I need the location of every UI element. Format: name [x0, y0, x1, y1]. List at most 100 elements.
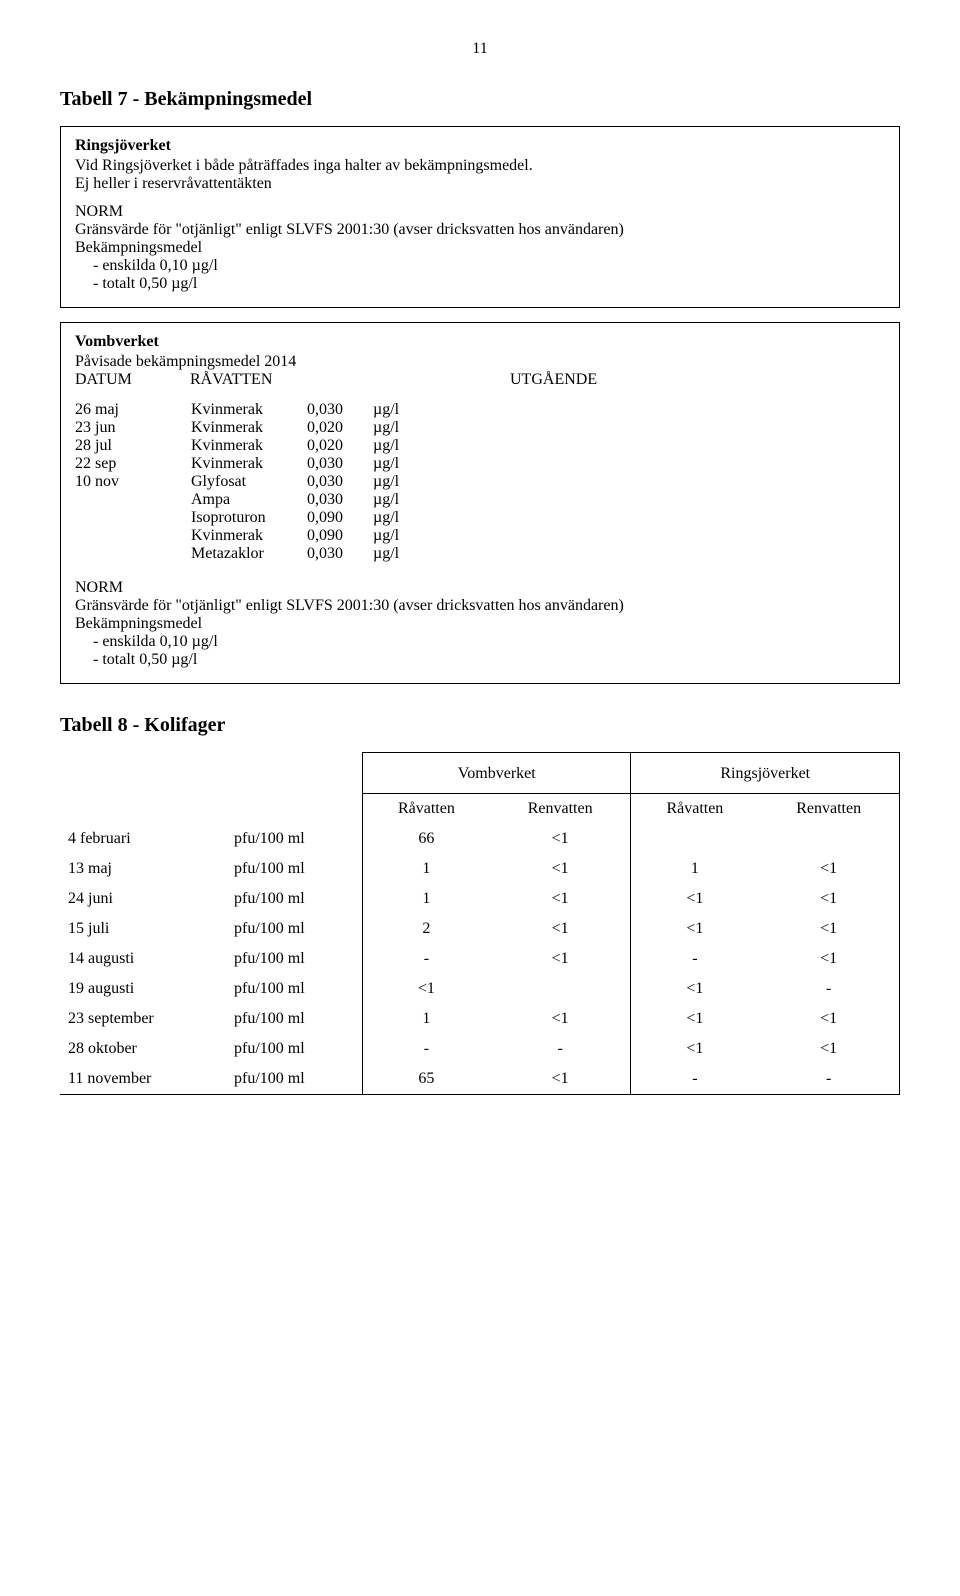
vomb-norm-desc: Gränsvärde för "otjänligt" enligt SLVFS …: [75, 597, 885, 615]
subcol-ravatten-1: Råvatten: [363, 794, 490, 825]
koli-val: -: [363, 1034, 490, 1064]
chem-unit: µg/l: [373, 419, 429, 437]
vomb-pavisade: Påvisade bekämpningsmedel 2014: [75, 353, 885, 371]
koli-val: <1: [631, 914, 758, 944]
chem-row: 28 julKvinmerak0,020µg/l: [75, 437, 429, 455]
ringsjo-norm-item: enskilda 0,10 µg/l: [93, 257, 885, 275]
koli-val: [490, 974, 631, 1004]
chem-name: Isoproturon: [191, 509, 307, 527]
koli-date: 15 juli: [60, 914, 226, 944]
chem-date: [75, 545, 191, 563]
vomb-norm-item: enskilda 0,10 µg/l: [93, 633, 885, 651]
koli-val: [758, 824, 899, 854]
chem-row: Isoproturon0,090µg/l: [75, 509, 429, 527]
koli-date: 13 maj: [60, 854, 226, 884]
chem-date: 26 maj: [75, 401, 191, 419]
chem-unit: µg/l: [373, 455, 429, 473]
vomb-box: Vombverket Påvisade bekämpningsmedel 201…: [60, 322, 900, 684]
koli-val: <1: [490, 914, 631, 944]
koli-val: [631, 824, 758, 854]
page-number: 11: [60, 40, 900, 58]
kolifager-row: 28 oktoberpfu/100 ml--<1<1: [60, 1034, 900, 1064]
chem-val: 0,030: [307, 545, 373, 563]
vomb-norm-list: enskilda 0,10 µg/l totalt 0,50 µg/l: [75, 633, 885, 669]
koli-val: -: [758, 974, 899, 1004]
chem-val: 0,090: [307, 527, 373, 545]
ringsjo-norm-subject: Bekämpningsmedel: [75, 239, 885, 257]
vomb-title: Vombverket: [75, 333, 885, 351]
datum-label: DATUM: [75, 371, 190, 389]
koli-val: 2: [363, 914, 490, 944]
kolifager-row: 11 novemberpfu/100 ml65<1--: [60, 1064, 900, 1095]
chem-row: 10 novGlyfosat0,030µg/l: [75, 473, 429, 491]
koli-val: <1: [490, 854, 631, 884]
chem-name: Ampa: [191, 491, 307, 509]
kolifager-table: Vombverket Ringsjöverket Råvatten Renvat…: [60, 752, 900, 1095]
ringsjo-norm-item: totalt 0,50 µg/l: [93, 275, 885, 293]
koli-val: <1: [490, 1064, 631, 1095]
chem-name: Kvinmerak: [191, 455, 307, 473]
koli-val: <1: [490, 944, 631, 974]
koli-date: 14 augusti: [60, 944, 226, 974]
group-ringsjoverket: Ringsjöverket: [631, 753, 900, 794]
group-header-row: Vombverket Ringsjöverket: [60, 753, 900, 794]
chem-val: 0,020: [307, 419, 373, 437]
koli-val: <1: [758, 854, 899, 884]
chem-table: 26 majKvinmerak0,030µg/l23 junKvinmerak0…: [75, 401, 429, 563]
chem-date: 28 jul: [75, 437, 191, 455]
koli-unit: pfu/100 ml: [226, 884, 363, 914]
koli-val: 66: [363, 824, 490, 854]
kolifager-row: 19 augustipfu/100 ml<1<1-: [60, 974, 900, 1004]
ringsjo-box: Ringsjöverket Vid Ringsjöverket i både p…: [60, 126, 900, 308]
koli-val: 1: [363, 1004, 490, 1034]
koli-unit: pfu/100 ml: [226, 1004, 363, 1034]
chem-row: Ampa0,030µg/l: [75, 491, 429, 509]
utgaende-label: UTGÅENDE: [510, 371, 597, 389]
koli-unit: pfu/100 ml: [226, 944, 363, 974]
subcol-ravatten-2: Råvatten: [631, 794, 758, 825]
chem-date: [75, 491, 191, 509]
chem-row: 23 junKvinmerak0,020µg/l: [75, 419, 429, 437]
chem-date: [75, 509, 191, 527]
koli-val: <1: [363, 974, 490, 1004]
kolifager-row: 23 septemberpfu/100 ml1<1<1<1: [60, 1004, 900, 1034]
ringsjo-line2: Ej heller i reservråvattentäkten: [75, 175, 885, 193]
koli-val: <1: [490, 824, 631, 854]
koli-unit: pfu/100 ml: [226, 1034, 363, 1064]
kolifager-row: 15 julipfu/100 ml2<1<1<1: [60, 914, 900, 944]
kolifager-row: 4 februaripfu/100 ml66<1: [60, 824, 900, 854]
kolifager-row: 24 junipfu/100 ml1<1<1<1: [60, 884, 900, 914]
koli-unit: pfu/100 ml: [226, 974, 363, 1004]
koli-val: <1: [631, 974, 758, 1004]
group-vombverket: Vombverket: [363, 753, 631, 794]
kolifager-row: 14 augustipfu/100 ml-<1-<1: [60, 944, 900, 974]
koli-date: 28 oktober: [60, 1034, 226, 1064]
chem-val: 0,090: [307, 509, 373, 527]
chem-val: 0,030: [307, 401, 373, 419]
chem-date: 22 sep: [75, 455, 191, 473]
chem-unit: µg/l: [373, 473, 429, 491]
chem-row: Kvinmerak0,090µg/l: [75, 527, 429, 545]
koli-val: <1: [490, 1004, 631, 1034]
koli-date: 23 september: [60, 1004, 226, 1034]
chem-unit: µg/l: [373, 437, 429, 455]
chem-val: 0,030: [307, 455, 373, 473]
koli-val: <1: [758, 1034, 899, 1064]
vomb-header-row: DATUM RÅVATTEN UTGÅENDE: [75, 371, 885, 389]
koli-val: 1: [363, 854, 490, 884]
chem-val: 0,020: [307, 437, 373, 455]
koli-val: <1: [631, 1004, 758, 1034]
koli-val: 1: [363, 884, 490, 914]
chem-name: Metazaklor: [191, 545, 307, 563]
chem-row: 26 majKvinmerak0,030µg/l: [75, 401, 429, 419]
chem-name: Kvinmerak: [191, 401, 307, 419]
koli-val: -: [631, 944, 758, 974]
koli-val: 1: [631, 854, 758, 884]
subcol-renvatten-1: Renvatten: [490, 794, 631, 825]
chem-date: 10 nov: [75, 473, 191, 491]
chem-name: Glyfosat: [191, 473, 307, 491]
chem-val: 0,030: [307, 491, 373, 509]
chem-unit: µg/l: [373, 545, 429, 563]
koli-val: <1: [758, 944, 899, 974]
koli-unit: pfu/100 ml: [226, 914, 363, 944]
